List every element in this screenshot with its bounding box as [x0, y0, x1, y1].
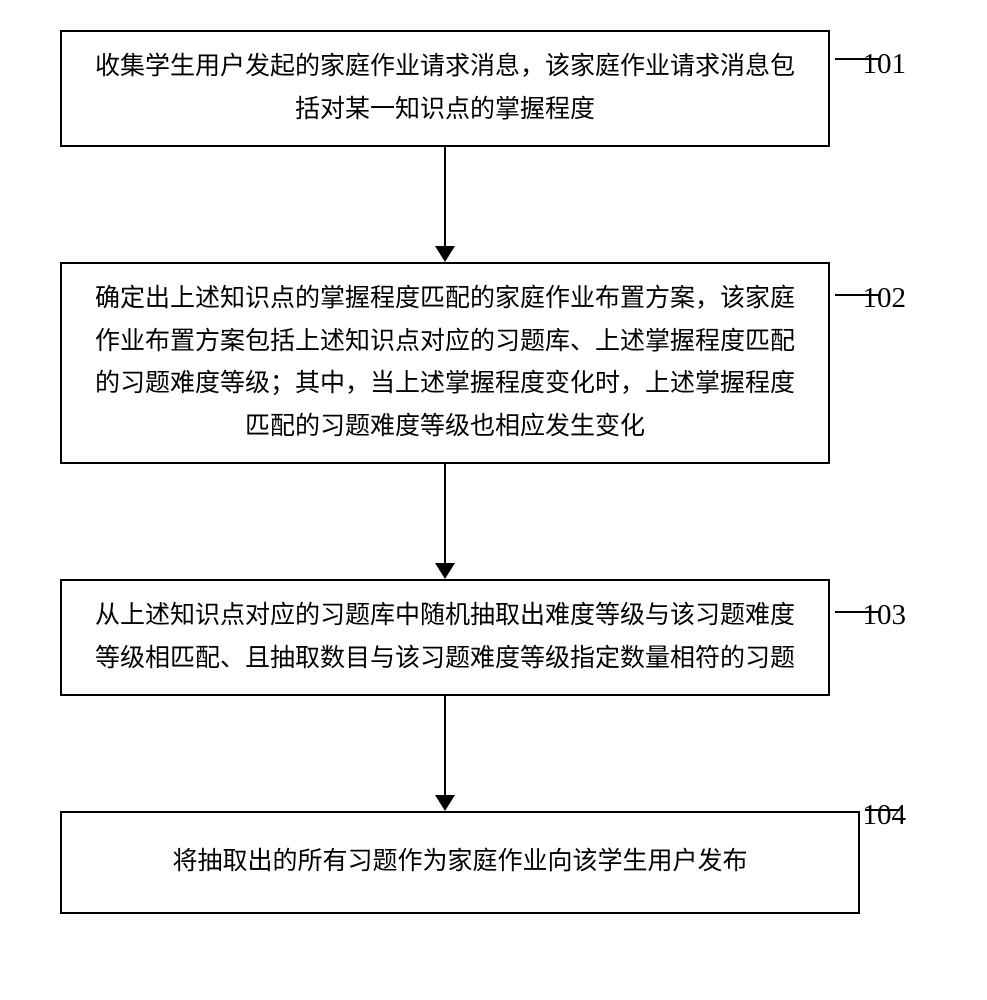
flowchart-container: 收集学生用户发起的家庭作业请求消息，该家庭作业请求消息包括对某一知识点的掌握程度… [60, 30, 920, 914]
flowchart-connector [60, 147, 830, 262]
arrowhead-down-icon [435, 246, 455, 262]
connector-line [444, 464, 446, 564]
step-text: 将抽取出的所有习题作为家庭作业向该学生用户发布 [172, 848, 747, 875]
flowchart-step-102: 确定出上述知识点的掌握程度匹配的家庭作业布置方案，该家庭作业布置方案包括上述知识… [60, 262, 830, 464]
step-text: 从上述知识点对应的习题库中随机抽取出难度等级与该习题难度等级相匹配、且抽取数目与… [95, 602, 795, 672]
step-label-101: 101 [863, 40, 907, 89]
connector-line [444, 696, 446, 796]
flowchart-connector [60, 464, 830, 579]
step-text: 收集学生用户发起的家庭作业请求消息，该家庭作业请求消息包括对某一知识点的掌握程度 [95, 53, 795, 123]
step-label-104: 104 [863, 791, 907, 840]
connector-line [444, 147, 446, 247]
step-label-103: 103 [863, 591, 907, 640]
flowchart-step-103: 从上述知识点对应的习题库中随机抽取出难度等级与该习题难度等级相匹配、且抽取数目与… [60, 579, 830, 696]
step-label-102: 102 [863, 274, 907, 323]
arrowhead-down-icon [435, 563, 455, 579]
flowchart-step-104: 将抽取出的所有习题作为家庭作业向该学生用户发布 104 [60, 811, 860, 914]
arrowhead-down-icon [435, 795, 455, 811]
flowchart-step-101: 收集学生用户发起的家庭作业请求消息，该家庭作业请求消息包括对某一知识点的掌握程度… [60, 30, 830, 147]
flowchart-connector [60, 696, 830, 811]
step-text: 确定出上述知识点的掌握程度匹配的家庭作业布置方案，该家庭作业布置方案包括上述知识… [95, 285, 795, 440]
